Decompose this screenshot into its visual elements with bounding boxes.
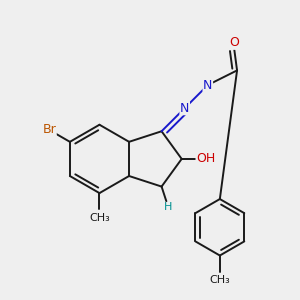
Text: CH₃: CH₃ [89,213,110,224]
Text: O: O [229,36,239,49]
Text: H: H [164,202,172,212]
Text: N: N [203,79,212,92]
Text: OH: OH [196,152,215,165]
Text: Br: Br [42,123,56,136]
Text: CH₃: CH₃ [209,275,230,285]
Text: N: N [180,102,189,115]
